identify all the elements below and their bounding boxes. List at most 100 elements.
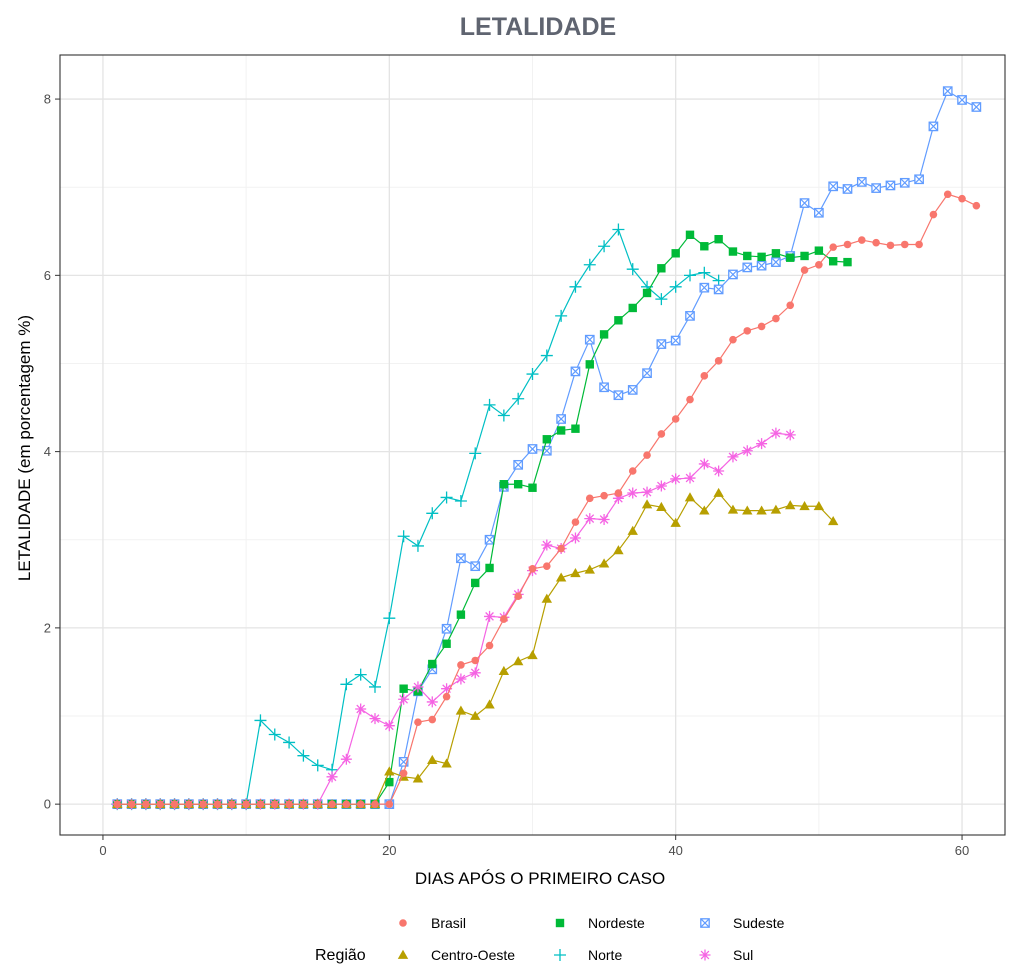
x-tick-label: 40	[668, 843, 682, 858]
data-point-sudeste	[599, 382, 609, 393]
legend-key-norte	[554, 949, 566, 961]
data-point-nordeste	[714, 235, 723, 244]
data-point-sudeste	[799, 198, 810, 208]
data-point-nordeste	[828, 257, 838, 266]
data-point-norte	[268, 728, 281, 741]
data-point-norte	[698, 266, 711, 279]
data-point-brasil	[371, 800, 379, 808]
data-point-brasil	[786, 301, 795, 310]
data-point-norte	[540, 349, 553, 362]
data-point-sudeste	[713, 284, 724, 295]
legend-label-sudeste: Sudeste	[733, 915, 785, 931]
data-point-brasil	[285, 800, 293, 808]
data-point-nordeste	[614, 316, 623, 325]
data-point-sul	[698, 458, 710, 470]
data-point-norte	[283, 736, 296, 749]
data-point-brasil	[442, 692, 451, 701]
data-point-brasil	[657, 430, 666, 438]
series-nordeste	[113, 230, 852, 809]
data-point-brasil	[142, 800, 150, 808]
data-point-norte	[497, 409, 510, 422]
data-point-sudeste	[456, 553, 466, 564]
legend-title: Região	[315, 947, 366, 964]
data-point-brasil	[270, 800, 279, 808]
data-point-norte	[612, 223, 625, 236]
data-point-nordeste	[743, 251, 752, 261]
data-point-centro-oeste	[384, 766, 395, 776]
data-point-sul	[756, 438, 768, 450]
data-point-brasil	[228, 800, 236, 808]
legend-item-brasil: Brasil	[399, 915, 466, 931]
legend-item-centro-oeste: Centro-Oeste	[397, 947, 515, 963]
axis-ticks: 0 20 40 60 0 2 4 6 8	[44, 92, 970, 858]
data-point-sudeste	[513, 459, 524, 470]
data-point-sul	[455, 673, 467, 685]
data-point-norte	[555, 309, 568, 322]
data-point-centro-oeste	[742, 505, 753, 515]
data-point-brasil	[886, 241, 895, 250]
data-point-norte	[569, 280, 582, 293]
data-point-nordeste	[456, 610, 466, 619]
data-point-sul	[770, 427, 782, 439]
data-point-centro-oeste	[813, 501, 825, 511]
data-point-sudeste	[842, 184, 853, 194]
data-point-sudeste	[928, 121, 939, 132]
data-point-centro-oeste	[541, 593, 553, 603]
data-point-norte	[655, 293, 668, 306]
data-point-sul	[541, 539, 553, 551]
legend-key-sul	[699, 949, 711, 961]
x-tick-label: 0	[99, 843, 106, 858]
data-point-norte	[483, 398, 496, 411]
data-point-centro-oeste	[570, 568, 581, 578]
data-point-norte	[354, 668, 367, 681]
data-point-brasil	[915, 240, 923, 249]
data-point-brasil	[485, 641, 494, 650]
data-point-nordeste	[442, 639, 451, 648]
data-point-brasil	[543, 562, 551, 570]
data-point-brasil	[858, 236, 866, 244]
data-point-norte	[469, 447, 482, 460]
data-point-centro-oeste	[441, 758, 452, 768]
data-point-brasil	[600, 491, 608, 500]
data-point-brasil	[628, 467, 637, 475]
data-point-brasil	[872, 238, 880, 247]
y-tick-label: 4	[44, 444, 51, 459]
data-point-sudeste	[871, 183, 881, 193]
data-point-nordeste	[385, 777, 394, 787]
data-point-brasil	[943, 190, 952, 199]
legend-item-sudeste: Sudeste	[700, 915, 785, 931]
data-point-nordeste	[800, 251, 809, 261]
data-point-centro-oeste	[799, 501, 810, 511]
series-layer	[111, 86, 982, 811]
data-point-centro-oeste	[713, 487, 724, 497]
data-point-sul	[412, 681, 424, 693]
data-point-brasil	[671, 415, 680, 423]
data-point-sudeste	[942, 86, 953, 96]
data-point-brasil	[156, 800, 165, 808]
data-point-norte	[426, 507, 439, 520]
data-point-norte	[340, 678, 353, 691]
data-point-sudeste	[885, 180, 896, 191]
data-point-brasil	[328, 800, 336, 808]
data-point-norte	[383, 612, 396, 625]
data-point-sudeste	[957, 95, 967, 105]
data-point-sul	[727, 451, 739, 463]
panel-border	[59, 54, 1006, 836]
series-line-nordeste	[117, 233, 848, 805]
data-point-norte	[598, 240, 611, 253]
data-point-brasil	[972, 201, 981, 210]
data-point-sul	[584, 513, 596, 525]
data-point-norte	[583, 258, 596, 271]
data-point-brasil	[571, 518, 580, 526]
data-point-norte	[512, 392, 525, 405]
data-point-norte	[526, 368, 539, 381]
series-brasil	[113, 190, 981, 808]
data-point-centro-oeste	[613, 545, 624, 555]
data-point-nordeste	[786, 253, 795, 262]
legend: Região Brasil Centro-Oeste Nordeste Norte Su…	[315, 915, 785, 964]
data-point-sul	[569, 532, 581, 544]
data-point-sudeste	[856, 177, 867, 187]
data-point-brasil	[585, 494, 594, 503]
data-point-nordeste	[499, 480, 509, 489]
